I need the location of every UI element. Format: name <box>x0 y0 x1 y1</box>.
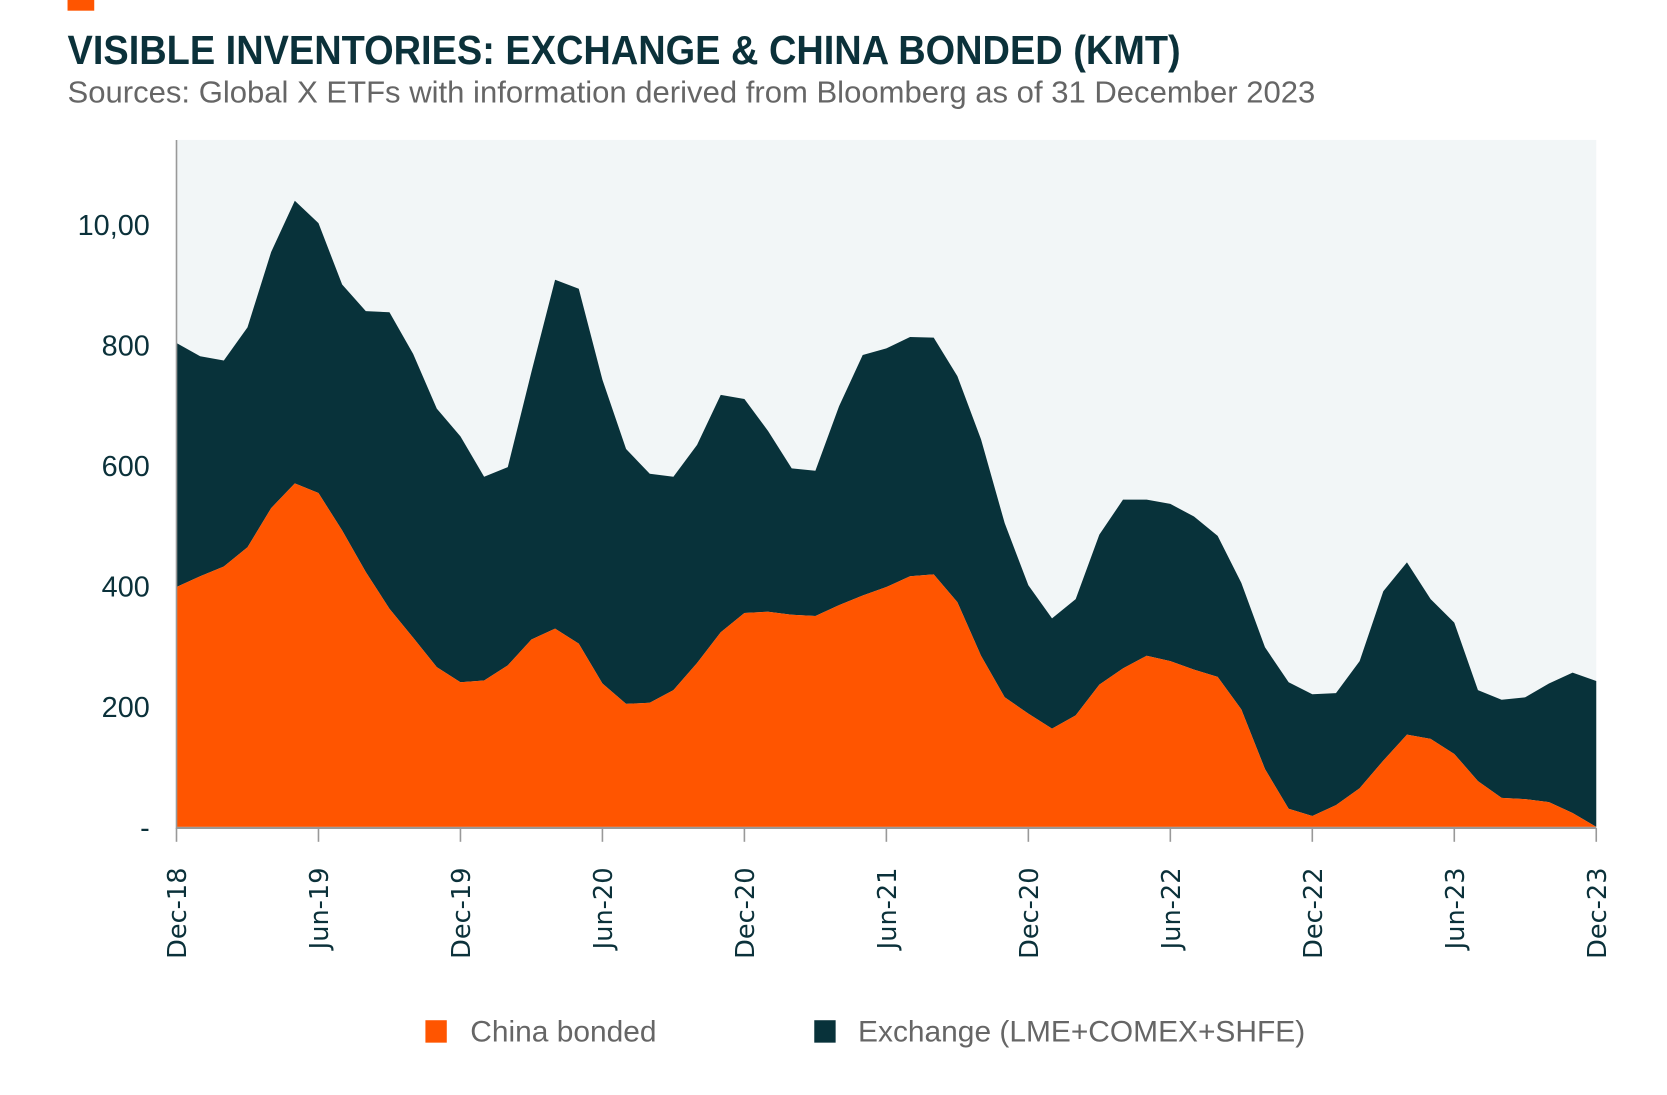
chart-subtitle: Sources: Global X ETFs with information … <box>68 75 1316 110</box>
x-tick-label: Dec-22 <box>1299 867 1329 958</box>
x-tick-label: Jun-22 <box>1157 867 1187 951</box>
legend-swatch-china-bonded <box>425 1020 447 1043</box>
y-tick-label: 600 <box>102 451 150 483</box>
accent-bar <box>67 0 95 11</box>
area-series-china-bonded <box>176 483 1597 827</box>
chart-title: VISIBLE INVENTORIES: EXCHANGE & CHINA BO… <box>68 27 1181 73</box>
x-tick-label: Dec-20 <box>1015 867 1045 958</box>
y-tick-label: - <box>140 813 150 845</box>
legend-label-china-bonded: China bonded <box>470 1016 656 1049</box>
y-tick-label: 800 <box>102 330 150 362</box>
x-tick-label: Jun-20 <box>589 867 619 951</box>
x-tick-label: Jun-23 <box>1441 867 1471 951</box>
x-tick-label: Dec-18 <box>163 867 193 958</box>
legend: China bonded Exchange (LME+COMEX+SHFE) <box>425 1016 1305 1049</box>
x-tick-label: Jun-19 <box>305 867 335 951</box>
x-tick-label: Dec-20 <box>731 867 761 958</box>
legend-swatch-exchange <box>814 1020 836 1043</box>
area-series-exchange-lme-comex-shfe <box>176 200 1597 827</box>
legend-label-exchange: Exchange (LME+COMEX+SHFE) <box>858 1016 1305 1049</box>
y-tick-label: 400 <box>102 572 150 604</box>
y-tick-label: 10,00 <box>78 210 150 242</box>
x-tick-label: Dec-23 <box>1583 867 1613 958</box>
y-tick-label: 200 <box>102 692 150 724</box>
x-tick-label: Jun-21 <box>873 867 903 951</box>
x-tick-label: Dec-19 <box>447 867 477 958</box>
